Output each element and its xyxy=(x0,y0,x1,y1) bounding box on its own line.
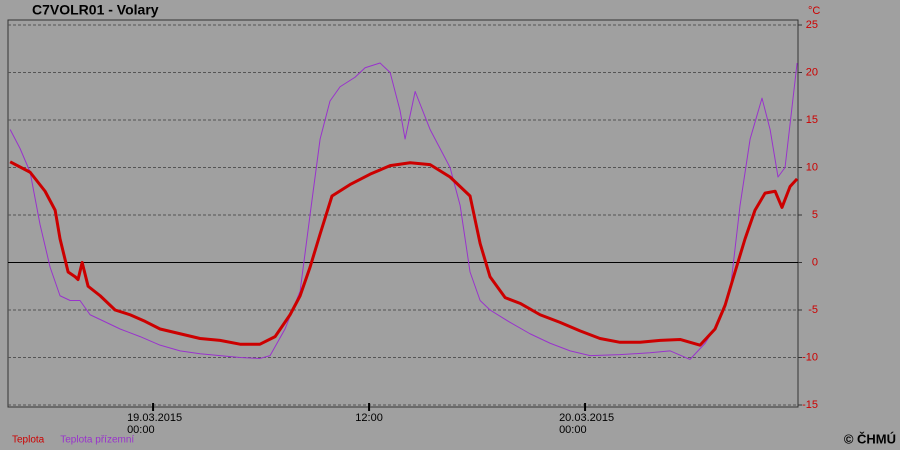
series-line xyxy=(9,62,798,360)
y-unit: °C xyxy=(808,5,820,17)
y-tick-label: -10 xyxy=(802,351,818,363)
y-tick-label: 15 xyxy=(806,114,818,126)
y-tick-label: 5 xyxy=(812,209,818,221)
y-tick-label: 10 xyxy=(806,161,818,173)
y-tick-label: -5 xyxy=(808,304,818,316)
x-tick-label: 20.03.2015 00:00 xyxy=(559,412,614,436)
x-tick-label: 12:00 xyxy=(355,412,383,424)
plot-frame xyxy=(7,19,799,408)
chart-title: C7VOLR01 - Volary xyxy=(32,2,159,18)
legend-entry: Teplota přízemní xyxy=(60,435,134,446)
y-tick-label: 25 xyxy=(806,19,818,31)
y-tick-label: -15 xyxy=(802,399,818,411)
y-tick-label: 20 xyxy=(806,66,818,78)
legend-entry: Teplota xyxy=(12,435,45,446)
y-tick-label: 0 xyxy=(812,256,818,268)
credit: © ČHMÚ xyxy=(844,431,896,446)
series-line xyxy=(9,160,799,347)
x-tick-label: 19.03.2015 00:00 xyxy=(127,412,182,436)
